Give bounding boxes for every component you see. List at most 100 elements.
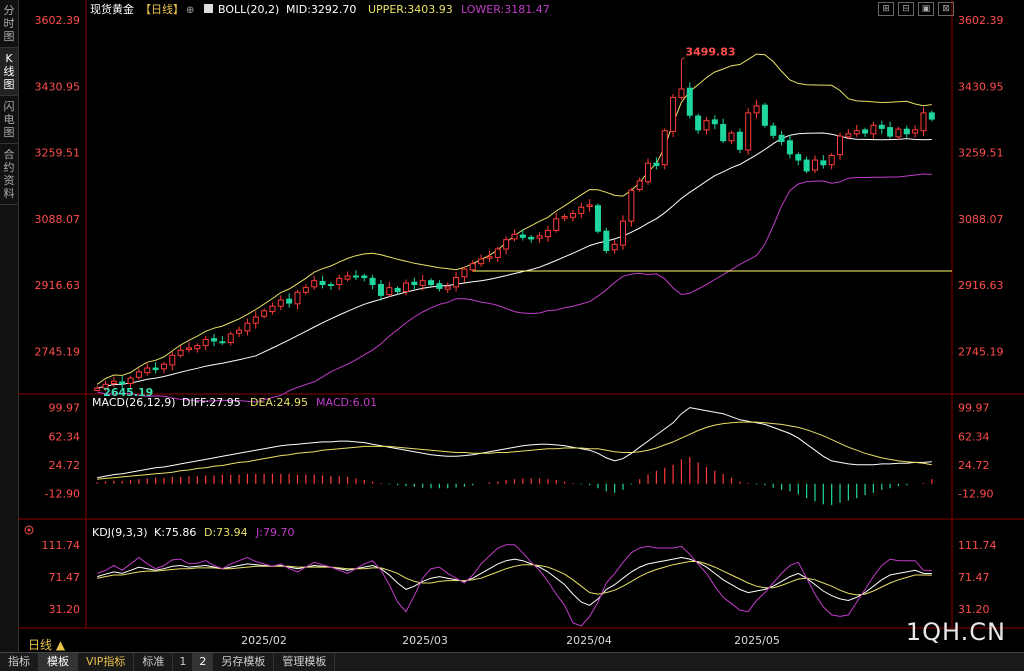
tab-manage-templates[interactable]: 管理模板 <box>274 653 336 671</box>
candle-body <box>811 159 818 171</box>
x-axis-date-label: 2025/02 <box>241 634 287 647</box>
candle-body <box>928 112 935 120</box>
candle-body <box>503 239 510 250</box>
candle-body <box>912 129 919 134</box>
candle-body <box>177 349 184 356</box>
period-tag: 【日线】 <box>140 2 184 16</box>
candle-body <box>144 367 151 374</box>
settings-icon[interactable]: ⊕ <box>186 5 194 16</box>
price-tick-left: 2916.63 <box>35 279 81 292</box>
macd-diff-line <box>97 407 932 479</box>
candle-body <box>119 381 126 384</box>
tab-save-template[interactable]: 另存模板 <box>213 653 275 671</box>
candle-body <box>745 112 752 151</box>
macd-value: MACD:6.01 <box>316 396 377 409</box>
candle-body <box>327 284 334 287</box>
split-icon[interactable]: ⊟ <box>898 2 914 16</box>
candle-body <box>469 263 476 271</box>
candle-body <box>478 258 485 265</box>
kdj-tick-right: 111.74 <box>958 539 997 552</box>
candle-body <box>736 131 743 150</box>
macd-chart: 99.97 99.97 62.34 62.34 24.72 24.72 -12.90 -12.… <box>45 402 993 506</box>
close-icon[interactable]: ⊠ <box>938 2 954 16</box>
layout-icon[interactable]: ⊞ <box>878 2 894 16</box>
kdj-settings-icon[interactable] <box>24 525 34 535</box>
low-price-label: 2645.19 <box>103 386 153 399</box>
candle-body <box>778 134 785 143</box>
kdj-d-value: D:73.94 <box>204 526 248 539</box>
kdj-k-line <box>97 556 932 606</box>
candle-body <box>870 124 877 135</box>
tab-contract-info[interactable]: 合约资料 <box>0 144 18 205</box>
macd-tick-left: -12.90 <box>45 488 80 501</box>
candle-body <box>620 220 627 246</box>
candle-body <box>720 124 727 142</box>
candle-body <box>795 154 802 161</box>
watermark: 1QH.CN <box>905 618 1006 646</box>
candle-body <box>94 387 101 391</box>
tab-kline[interactable]: K线图 <box>0 48 18 96</box>
kdj-tick-left: 31.20 <box>49 603 81 616</box>
tab-templates[interactable]: 模板 <box>39 653 78 671</box>
tab-standard[interactable]: 标准 <box>134 653 174 671</box>
kdj-tick-right: 71.47 <box>958 571 990 584</box>
tab-indicators[interactable]: 指标 <box>0 653 39 671</box>
maximize-icon[interactable]: ▣ <box>918 2 934 16</box>
candle-body <box>294 291 301 305</box>
period-selector-label: 日线 <box>28 638 53 652</box>
candle-body <box>394 287 401 293</box>
candle-body <box>636 180 643 190</box>
candle-body <box>594 205 601 232</box>
candle-body <box>686 87 693 116</box>
tab-layout-2[interactable]: 2 <box>193 653 214 671</box>
candle-body <box>261 310 268 317</box>
candle-body <box>678 88 685 98</box>
candle-body <box>645 162 652 183</box>
candle-body <box>770 125 777 136</box>
macd-tick-left: 62.34 <box>49 430 81 443</box>
candle-body <box>837 135 844 156</box>
candle-body <box>152 367 159 371</box>
tab-layout-1[interactable]: 1 <box>173 653 194 671</box>
candle-body <box>244 322 251 332</box>
candle-body <box>569 212 576 218</box>
candle-body <box>377 284 384 296</box>
macd-tick-right: -12.90 <box>958 488 993 501</box>
peak-price-label: 3499.83 <box>685 46 735 59</box>
period-selector[interactable]: 日线 ▲ <box>28 638 66 652</box>
candle-body <box>436 283 443 289</box>
candle-body <box>386 287 393 296</box>
candle-body <box>286 298 293 304</box>
kdj-settings-icon-dot <box>27 528 31 532</box>
price-tick-right: 3088.07 <box>958 213 1004 226</box>
candle-body <box>728 132 735 142</box>
chart-area[interactable]: 3602.39 3602.39 3430.95 3430.95 3259.51 3259.… <box>18 0 1024 652</box>
tab-vip-indicators[interactable]: VIP指标 <box>78 653 135 671</box>
candle-body <box>711 119 718 125</box>
kdj-tick-right: 31.20 <box>958 603 990 616</box>
candle-body <box>110 380 117 384</box>
price-tick-right: 3430.95 <box>958 80 1004 93</box>
candle-body <box>361 275 368 279</box>
left-rail: 分时图 K线图 闪电图 合约资料 <box>0 0 19 652</box>
candle-body <box>127 377 134 384</box>
tab-time-share[interactable]: 分时图 <box>0 0 18 48</box>
instrument-title: 现货黄金 <box>90 2 134 16</box>
boll-upper-value: UPPER:3403.93 <box>368 3 453 16</box>
macd-tick-left: 99.97 <box>49 402 81 415</box>
price-tick-left: 2745.19 <box>35 345 81 358</box>
candle-body <box>603 230 610 252</box>
boll-label: BOLL(20,2) <box>218 3 279 16</box>
kdj-title: KDJ(9,3,3) <box>92 526 148 539</box>
candle-body <box>302 287 309 293</box>
candle-body <box>311 280 318 288</box>
boll-lower-value: LOWER:3181.47 <box>461 3 550 16</box>
candle-body <box>887 127 894 137</box>
macd-diff-value: DIFF:27.95 <box>182 396 241 409</box>
kdj-tick-left: 71.47 <box>49 571 81 584</box>
tab-flash-chart[interactable]: 闪电图 <box>0 96 18 144</box>
indicator-icon[interactable] <box>204 4 213 13</box>
candle-body <box>828 154 835 166</box>
candle-body <box>219 341 226 344</box>
price-tick-left: 3602.39 <box>35 14 81 27</box>
